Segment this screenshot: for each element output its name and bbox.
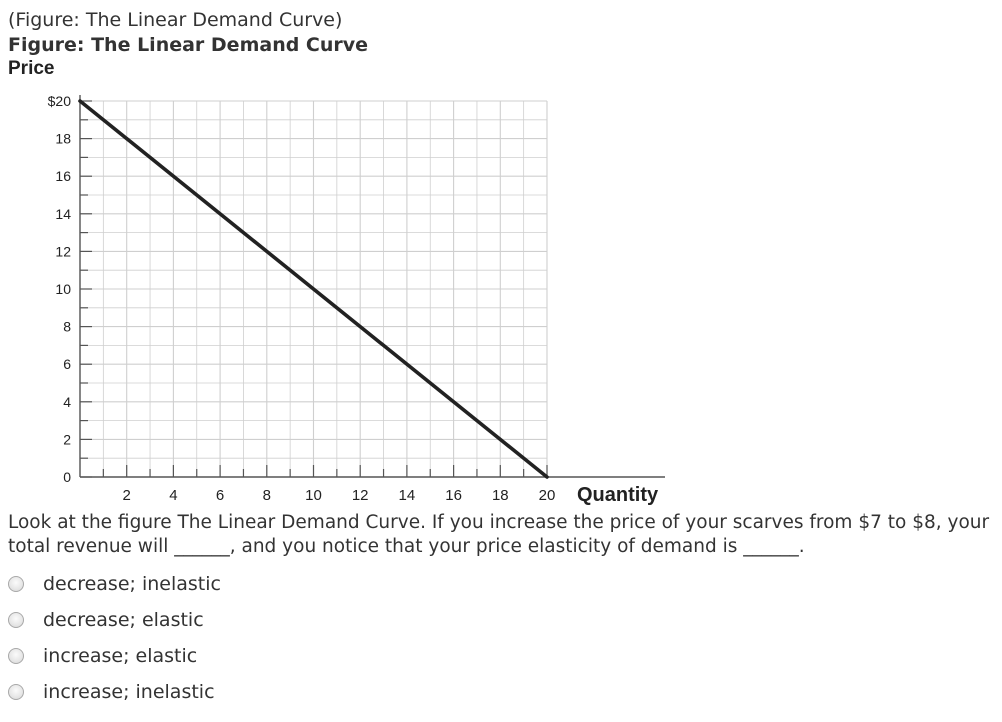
x-tick-label: 12	[352, 487, 369, 504]
demand-chart: 0 2 4 6 8 10 12 14 16 18 $20 2 4 6 8 10 12 14 16 18 20 Quanti…	[48, 93, 665, 506]
y-tick-label: 14	[55, 206, 71, 222]
choice-label: decrease; inelastic	[43, 573, 221, 595]
choice-label: increase; inelastic	[43, 681, 215, 703]
x-axis-label: Quantity	[577, 484, 659, 506]
y-tick-label: 12	[55, 243, 71, 259]
y-tick-label: 0	[63, 469, 71, 485]
figure-caption: (Figure: The Linear Demand Curve)	[8, 9, 343, 31]
y-axis-label: Price	[8, 58, 55, 79]
y-tick-label: 18	[55, 131, 71, 147]
choice-3[interactable]: increase; elastic	[8, 642, 197, 670]
x-tick-label: 6	[216, 487, 224, 504]
choice-1[interactable]: decrease; inelastic	[8, 570, 221, 598]
y-tick-label: 8	[63, 319, 71, 335]
choice-label: decrease; elastic	[43, 609, 204, 631]
chart-ticks	[80, 100, 548, 478]
y-tick-label: 6	[63, 356, 71, 372]
x-tick-label: 10	[305, 487, 322, 504]
chart-axes	[79, 95, 665, 478]
y-tick-label: $20	[48, 93, 72, 109]
choice-4[interactable]: increase; inelastic	[8, 678, 215, 706]
x-tick-label: 20	[539, 487, 556, 504]
radio-button[interactable]	[8, 576, 24, 592]
radio-button[interactable]	[8, 684, 24, 700]
figure-title: Figure: The Linear Demand Curve	[8, 34, 369, 56]
x-tick-label: 16	[445, 487, 462, 504]
x-tick-label: 8	[263, 487, 271, 504]
chart-labels: 0 2 4 6 8 10 12 14 16 18 $20 2 4 6 8 10 12 14 16 18 20 Quanti…	[48, 93, 659, 506]
x-tick-label: 18	[492, 487, 509, 504]
y-tick-label: 10	[55, 281, 71, 297]
chart-series	[78, 99, 549, 479]
x-tick-label: 14	[399, 487, 416, 504]
choice-label: increase; elastic	[43, 645, 198, 667]
y-tick-label: 16	[55, 168, 71, 184]
radio-button[interactable]	[8, 612, 24, 628]
x-tick-label: 4	[169, 487, 177, 504]
demand-curve-line	[78, 99, 549, 479]
radio-button[interactable]	[8, 648, 24, 664]
x-tick-label: 2	[123, 487, 131, 504]
question-text: Look at the figure The Linear Demand Cur…	[8, 512, 990, 557]
choice-2[interactable]: decrease; elastic	[8, 606, 204, 634]
y-tick-label: 2	[63, 431, 71, 447]
y-tick-label: 4	[63, 394, 71, 410]
